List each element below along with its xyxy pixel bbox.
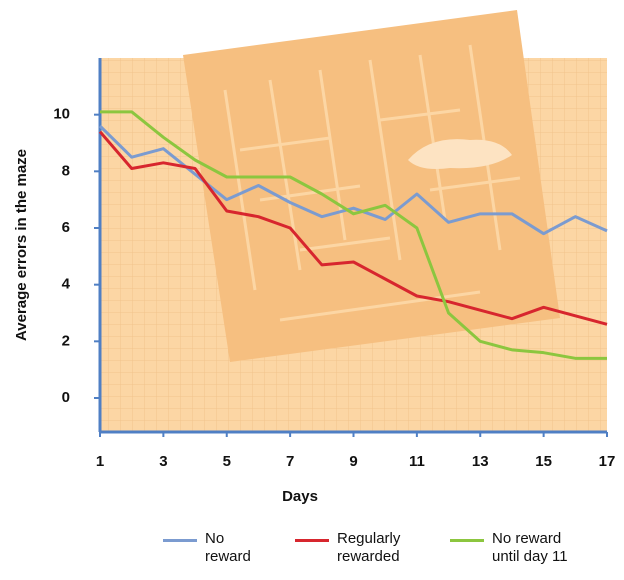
- y-tick-label: 4: [62, 276, 71, 293]
- legend-item: No reward: [163, 530, 257, 566]
- legend: No reward Regularly rewarded No reward unt…: [0, 530, 624, 580]
- y-tick-label: 10: [53, 106, 70, 123]
- legend-item: No reward until day 11: [450, 530, 592, 566]
- x-tick-label: 3: [159, 453, 167, 470]
- legend-item: Regularly rewarded: [295, 530, 427, 566]
- x-tick-label: 7: [286, 453, 294, 470]
- x-tick-label: 1: [96, 453, 104, 470]
- x-tick-label: 11: [409, 453, 425, 470]
- x-tick-label: 9: [349, 453, 357, 470]
- x-tick-label: 15: [535, 453, 552, 470]
- y-tick-label: 2: [62, 332, 70, 349]
- y-tick-label: 0: [62, 389, 70, 406]
- legend-label: No reward: [205, 530, 257, 566]
- legend-swatch: [450, 539, 484, 542]
- legend-label: Regularly rewarded: [337, 530, 427, 566]
- y-tick-label: 6: [62, 219, 70, 236]
- page: Days Average errors in the maze 0 2 4 6 8 10 1…: [0, 0, 624, 580]
- x-axis-title: Days: [282, 488, 318, 505]
- y-tick-label: 8: [62, 162, 70, 179]
- y-axis-title: Average errors in the maze: [13, 149, 30, 341]
- x-tick-label: 13: [472, 453, 489, 470]
- x-tick-label: 17: [599, 453, 616, 470]
- chart: Days Average errors in the maze 0 2 4 6 8 10 1…: [0, 0, 624, 530]
- legend-swatch: [295, 539, 329, 542]
- legend-swatch: [163, 539, 197, 542]
- x-tick-label: 5: [223, 453, 231, 470]
- legend-label: No reward until day 11: [492, 530, 592, 566]
